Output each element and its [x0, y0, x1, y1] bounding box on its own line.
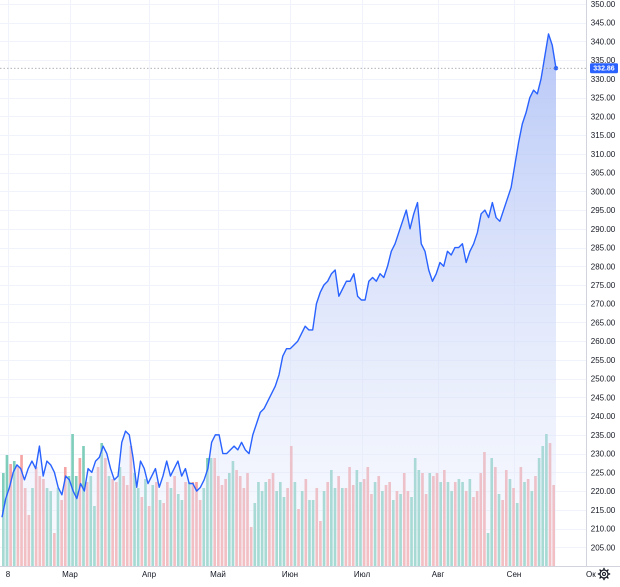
- x-tick-label: Авг: [432, 570, 445, 579]
- y-tick-label: 270.00: [591, 300, 616, 309]
- y-tick-label: 315.00: [591, 131, 616, 140]
- price-line-group: [1, 33, 559, 518]
- y-tick-label: 320.00: [591, 112, 616, 121]
- y-tick-label: 350.00: [591, 0, 616, 9]
- y-tick-label: 235.00: [591, 431, 616, 440]
- price-area-fill: [2, 33, 556, 566]
- y-tick-label: 205.00: [591, 543, 616, 552]
- y-tick-label: 345.00: [591, 19, 616, 28]
- y-tick-label: 280.00: [591, 262, 616, 271]
- y-tick-label: 335.00: [591, 56, 616, 65]
- last-price-value: 332.86: [593, 66, 615, 73]
- last-price-badge-bg: [590, 63, 618, 74]
- x-tick-label: Июл: [354, 570, 371, 579]
- y-tick-label: 325.00: [591, 94, 616, 103]
- y-tick-label: 265.00: [591, 318, 616, 327]
- y-tick-label: 295.00: [591, 206, 616, 215]
- x-tick-label: Апр: [142, 570, 157, 579]
- y-tick-label: 260.00: [591, 337, 616, 346]
- y-tick-label: 245.00: [591, 393, 616, 402]
- y-tick-label: 220.00: [591, 487, 616, 496]
- y-tick-label: 290.00: [591, 225, 616, 234]
- x-tick-label: 8: [6, 570, 11, 579]
- y-axis[interactable]: 205.00 210.00 215.00 220.00 225.00 230.00 235.…: [591, 0, 616, 552]
- x-tick-label: Июн: [282, 570, 298, 579]
- y-tick-label: 215.00: [591, 506, 616, 515]
- y-tick-label: 210.00: [591, 525, 616, 534]
- y-tick-label: 300.00: [591, 187, 616, 196]
- y-tick-label: 340.00: [591, 37, 616, 46]
- y-tick-label: 230.00: [591, 450, 616, 459]
- y-tick-label: 285.00: [591, 244, 616, 253]
- y-tick-label: 275.00: [591, 281, 616, 290]
- x-tick-label: Ок: [586, 570, 596, 579]
- x-axis[interactable]: 8 Мар Апр Май Июн Июл Авг Сен Ок: [6, 570, 596, 579]
- price-line[interactable]: [1, 33, 557, 518]
- y-tick-label: 330.00: [591, 75, 616, 84]
- y-tick-label: 310.00: [591, 150, 616, 159]
- x-tick-label: Май: [210, 570, 226, 579]
- y-tick-label: 250.00: [591, 375, 616, 384]
- last-price-marker: [553, 66, 559, 71]
- price-area: [2, 33, 556, 566]
- settings-gear-icon[interactable]: [597, 567, 611, 581]
- last-price-badge: 332.86: [590, 63, 618, 74]
- y-tick-label: 240.00: [591, 412, 616, 421]
- x-tick-label: Сен: [507, 570, 522, 579]
- y-tick-label: 225.00: [591, 468, 616, 477]
- y-tick-label: 255.00: [591, 356, 616, 365]
- y-tick-label: 305.00: [591, 169, 616, 178]
- x-tick-label: Мар: [62, 570, 78, 579]
